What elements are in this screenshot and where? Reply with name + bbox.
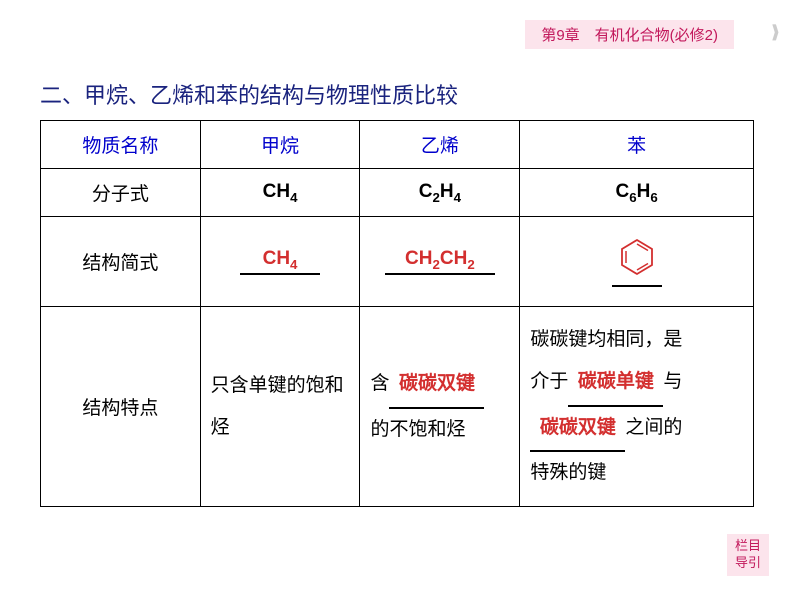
nav-line2: 导引 bbox=[735, 555, 761, 570]
f-text: CH bbox=[440, 248, 467, 269]
header-substance: 物质名称 bbox=[41, 121, 201, 169]
fill-blank bbox=[612, 237, 662, 287]
header-ethylene: 乙烯 bbox=[360, 121, 520, 169]
ethylene-feature: 含碳碳双键 的不饱和烃 bbox=[360, 307, 520, 507]
f-text: CH bbox=[263, 248, 290, 269]
nav-button[interactable]: 栏目 导引 bbox=[727, 534, 769, 576]
f-sub: 4 bbox=[454, 189, 461, 204]
f-sub: 2 bbox=[432, 189, 439, 204]
f-text: CH bbox=[263, 181, 290, 202]
fill-blank: CH2CH2 bbox=[385, 248, 495, 276]
methane-feature: 只含单键的饱和烃 bbox=[200, 307, 360, 507]
f-sub: 2 bbox=[432, 256, 439, 271]
feature-label: 结构特点 bbox=[41, 307, 201, 507]
text-part: 之间的 bbox=[625, 417, 682, 438]
fill-blank: 碳碳单键 bbox=[568, 361, 663, 407]
structural-formula-row: 结构简式 CH4 CH2CH2 bbox=[41, 217, 754, 307]
text-part: 介于 bbox=[530, 371, 568, 392]
f-sub: 2 bbox=[467, 256, 474, 271]
arrow-decoration: ⟩⟩⟩ bbox=[771, 22, 774, 43]
f-text: C bbox=[616, 181, 630, 202]
text-part: 含 bbox=[370, 373, 389, 394]
text-part: 特殊的键 bbox=[530, 462, 606, 483]
structural-label: 结构简式 bbox=[41, 217, 201, 307]
text-part: 碳碳键均相同，是 bbox=[530, 329, 682, 350]
structure-feature-row: 结构特点 只含单键的饱和烃 含碳碳双键 的不饱和烃 碳碳键均相同，是 介于碳碳单… bbox=[41, 307, 754, 507]
ethylene-structure: CH2CH2 bbox=[360, 217, 520, 307]
benzene-structure bbox=[520, 217, 754, 307]
header-benzene: 苯 bbox=[520, 121, 754, 169]
nav-line1: 栏目 bbox=[735, 538, 761, 553]
benzene-formula: C6H6 bbox=[520, 169, 754, 217]
f-sub: 6 bbox=[629, 189, 636, 204]
f-text: CH bbox=[405, 248, 432, 269]
chapter-tag: 第9章 有机化合物(必修2) bbox=[525, 20, 734, 49]
fill-blank: CH4 bbox=[240, 248, 320, 276]
molecular-formula-row: 分子式 CH4 C2H4 C6H6 bbox=[41, 169, 754, 217]
f-sub: 4 bbox=[290, 256, 297, 271]
benzene-feature: 碳碳键均相同，是 介于碳碳单键与 碳碳双键之间的 特殊的键 bbox=[520, 307, 754, 507]
fill-blank: 碳碳双键 bbox=[530, 407, 625, 453]
f-text: H bbox=[637, 181, 651, 202]
fill-blank: 碳碳双键 bbox=[389, 363, 484, 409]
f-sub: 4 bbox=[290, 189, 297, 204]
section-title: 二、甲烷、乙烯和苯的结构与物理性质比较 bbox=[40, 78, 458, 110]
f-sub: 6 bbox=[650, 189, 657, 204]
ethylene-formula: C2H4 bbox=[360, 169, 520, 217]
text-part: 与 bbox=[663, 371, 682, 392]
f-text: H bbox=[440, 181, 454, 202]
benzene-ring-icon bbox=[619, 237, 655, 277]
molecular-label: 分子式 bbox=[41, 169, 201, 217]
f-text: C bbox=[419, 181, 433, 202]
methane-structure: CH4 bbox=[200, 217, 360, 307]
text-part: 的不饱和烃 bbox=[370, 419, 465, 440]
comparison-table: 物质名称 甲烷 乙烯 苯 分子式 CH4 C2H4 C6H6 结构简式 CH4 bbox=[40, 120, 754, 507]
methane-formula: CH4 bbox=[200, 169, 360, 217]
table-header-row: 物质名称 甲烷 乙烯 苯 bbox=[41, 121, 754, 169]
header-methane: 甲烷 bbox=[200, 121, 360, 169]
